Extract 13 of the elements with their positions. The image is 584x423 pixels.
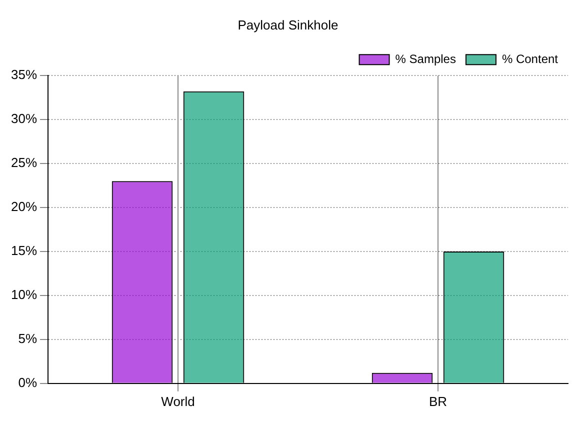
- x-tick-label: World: [161, 394, 195, 409]
- y-tick-label: 25%: [10, 155, 38, 170]
- y-tick-label: 30%: [10, 111, 38, 126]
- y-tick-label: 5%: [18, 331, 38, 346]
- y-tick-label: 15%: [10, 243, 38, 258]
- legend-label: % Content: [502, 52, 559, 66]
- y-tick-label: 35%: [10, 67, 38, 82]
- x-tick-label: BR: [428, 394, 448, 409]
- legend-label: % Samples: [395, 52, 456, 66]
- y-tick-label: 20%: [10, 199, 38, 214]
- y-tick-label: 10%: [10, 287, 38, 302]
- y-tick-label: 0%: [18, 374, 38, 390]
- chart-title: Payload Sinkhole: [238, 17, 338, 32]
